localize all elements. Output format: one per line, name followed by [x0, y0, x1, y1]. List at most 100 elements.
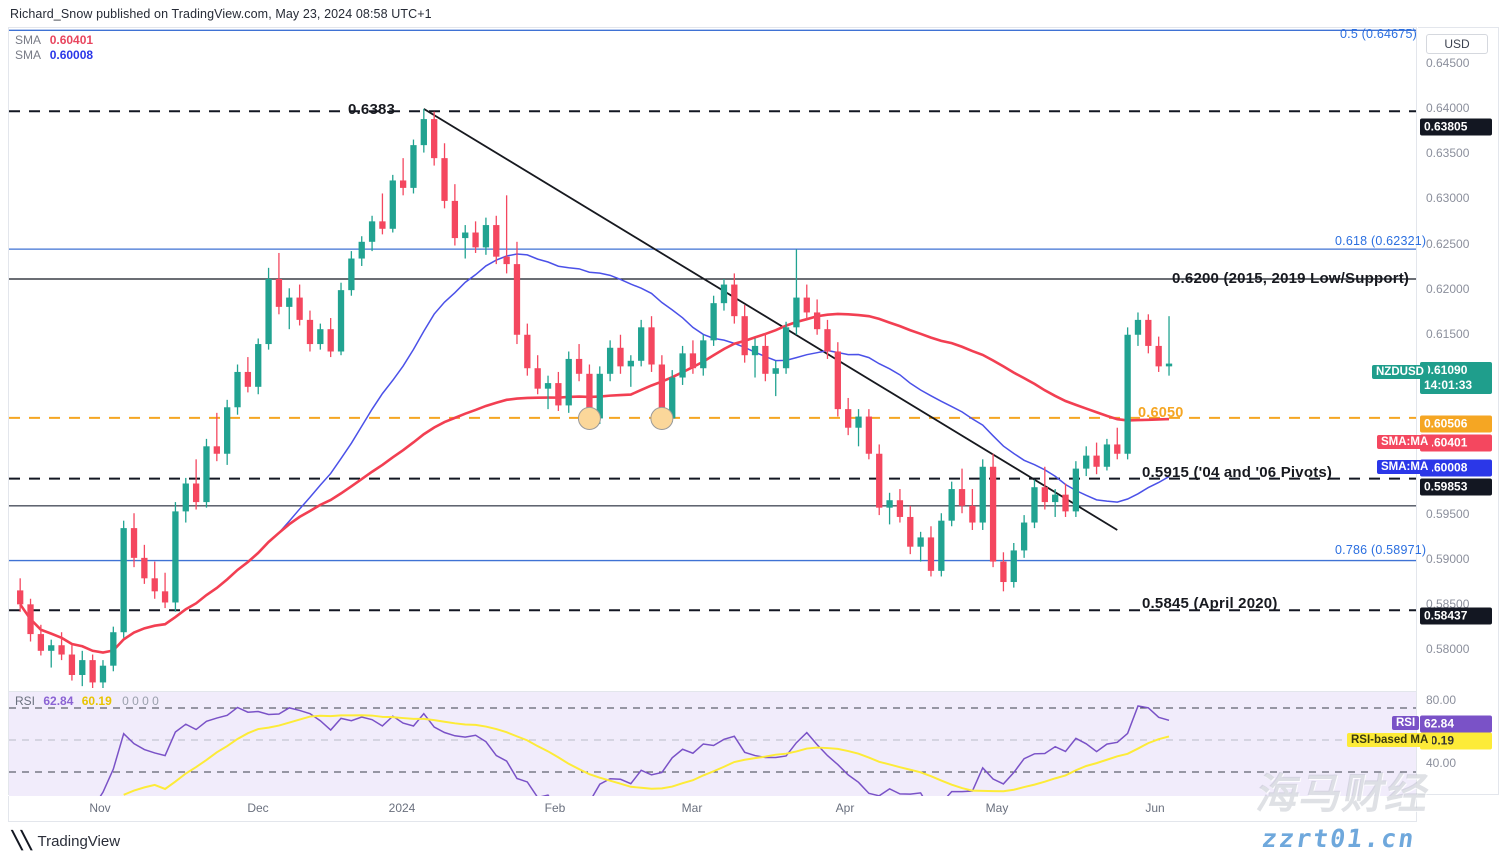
candle	[948, 481, 955, 527]
candle	[1062, 483, 1069, 517]
candle	[68, 645, 76, 681]
chart-frame[interactable]: SMA 0.60401 SMA 0.60008 RSI 62.84 60.19 …	[8, 27, 1417, 796]
price-tick: 0.58000	[1426, 642, 1470, 656]
candle	[606, 340, 614, 382]
candle	[762, 332, 769, 382]
currency-badge[interactable]: USD	[1426, 34, 1488, 54]
candle	[834, 342, 841, 417]
candle	[741, 305, 748, 363]
candle	[865, 409, 873, 460]
source-tag-nzdusd: NZDUSD	[1372, 365, 1428, 379]
candle	[213, 412, 220, 462]
candle	[731, 273, 738, 324]
candle	[803, 284, 810, 320]
sma-slow-line	[81, 253, 1170, 654]
rsi-plot	[9, 705, 1416, 796]
rsi-line	[99, 705, 1170, 796]
candle	[689, 340, 697, 374]
candle	[130, 513, 138, 568]
candle	[1155, 336, 1162, 372]
candle	[451, 184, 459, 246]
candle	[1031, 479, 1038, 529]
candle	[441, 143, 448, 209]
time-label: Feb	[544, 801, 566, 815]
rsi-indicator-legend: RSI 62.84 60.19 0 0 0 0	[15, 694, 159, 708]
candle	[89, 654, 96, 688]
candle	[1134, 312, 1142, 346]
candle	[161, 572, 169, 609]
rsi-ma-line	[123, 714, 1170, 796]
candle	[1072, 461, 1080, 517]
candle	[907, 505, 914, 555]
candle	[110, 626, 117, 672]
annotation-fib-0786: 0.786 (0.58971)	[1335, 543, 1427, 557]
candle	[772, 360, 779, 397]
candle	[192, 459, 200, 510]
candle	[1093, 442, 1100, 475]
candle	[782, 321, 790, 374]
candle	[462, 225, 469, 259]
candle	[182, 477, 189, 523]
candle	[824, 319, 831, 359]
candle	[368, 215, 376, 252]
candle	[151, 561, 158, 599]
candle	[886, 492, 893, 525]
candle	[493, 215, 500, 265]
price-tick: 0.63500	[1426, 146, 1470, 160]
candle	[1041, 466, 1048, 510]
candle	[99, 660, 107, 688]
price-axis[interactable]: USD 0.64500 0.64000 0.63500 0.63000 0.62500 0…	[1418, 27, 1499, 795]
candle	[275, 252, 283, 315]
sma-fast-line	[19, 312, 1170, 654]
candle	[958, 468, 966, 514]
time-label: Mar	[681, 801, 703, 815]
candle	[337, 282, 345, 356]
candle	[58, 632, 65, 661]
rsi-legend-ma-value: 60.19	[81, 694, 112, 708]
candle	[224, 399, 231, 465]
candle	[431, 111, 438, 166]
candle	[120, 520, 127, 638]
annotation-fib-0500: 0.5 (0.64675)	[1340, 27, 1417, 41]
candle	[348, 251, 355, 296]
candle	[244, 357, 252, 393]
candle	[389, 174, 396, 233]
candle	[48, 639, 55, 668]
candle	[306, 310, 314, 352]
source-tag-rsi: RSI	[1392, 716, 1420, 730]
candle	[1052, 489, 1059, 517]
pivot-marker	[650, 406, 674, 430]
candle	[399, 158, 407, 196]
candle	[679, 345, 686, 385]
legend-row-sma-fast: SMA 0.60401	[15, 33, 93, 48]
candle	[638, 319, 645, 367]
price-tick: 0.61500	[1426, 327, 1470, 341]
candle	[534, 355, 541, 395]
price-badge-teal: 0.61090 14:01:33	[1420, 362, 1492, 394]
rsi-legend-zeros: 0 0 0 0	[122, 694, 159, 708]
candle	[37, 624, 45, 656]
candle	[172, 502, 179, 612]
price-badge-black: 0.59853	[1420, 478, 1492, 496]
candle	[793, 249, 800, 335]
candle	[358, 236, 365, 266]
candle	[617, 334, 624, 374]
candle	[555, 371, 562, 411]
price-tick: 80.00	[1426, 693, 1457, 707]
candle	[1145, 314, 1152, 354]
price-plot	[9, 29, 1416, 688]
price-pane[interactable]: SMA 0.60401 SMA 0.60008	[9, 28, 1416, 688]
legend-sma-fast-name: SMA	[15, 33, 41, 47]
candle	[286, 288, 293, 330]
legend-row-sma-slow: SMA 0.60008	[15, 48, 93, 63]
rsi-pane[interactable]: RSI 62.84 60.19 0 0 0 0	[9, 691, 1416, 796]
annotation-level-0605: 0.6050	[1138, 405, 1184, 421]
trendline	[423, 108, 1118, 531]
candle	[938, 513, 945, 577]
price-badge-blue: 0.60008	[1420, 459, 1492, 477]
rsi-legend-value: 62.84	[43, 694, 74, 708]
source-tag-rsi-based-ma: RSI-based MA	[1347, 733, 1433, 747]
time-axis[interactable]: Nov Dec 2024 Feb Mar Apr May Jun	[8, 796, 1417, 822]
candle	[627, 355, 634, 387]
candle	[1083, 446, 1090, 477]
